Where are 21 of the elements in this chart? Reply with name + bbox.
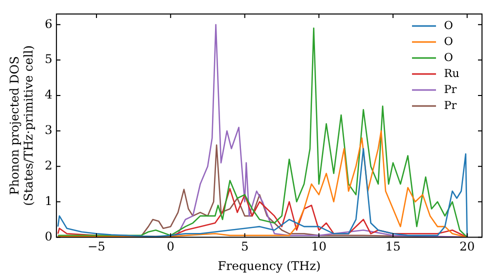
legend-label: Pr [444,98,458,112]
y-axis-title: Phonon projected DOS (States/THz·primitive cell) [7,45,36,206]
x-axis-title: Frequency (THz) [218,258,321,273]
x-tick-label: 20 [460,240,475,254]
legend-label: O [444,34,454,48]
legend-label: Ru [444,66,460,80]
y-tick-label: 4 [44,88,53,102]
y-tick-label: 3 [44,123,52,138]
y-tick-label: 2 [44,158,52,172]
legend-label: O [444,50,454,64]
x-tick-label: 5 [240,240,249,254]
y-tick-label: 0 [44,229,52,244]
x-tick-label: 0 [166,240,174,254]
y-tick-label: 5 [44,52,52,66]
legend-label: Pr [444,82,458,96]
y-tick-label: 6 [44,16,52,31]
x-tick-label: 15 [385,240,401,254]
y-tick-label: 1 [44,194,52,208]
x-tick-label: 10 [311,240,327,254]
legend-label: O [444,18,454,32]
x-tick-label: −5 [88,240,106,254]
